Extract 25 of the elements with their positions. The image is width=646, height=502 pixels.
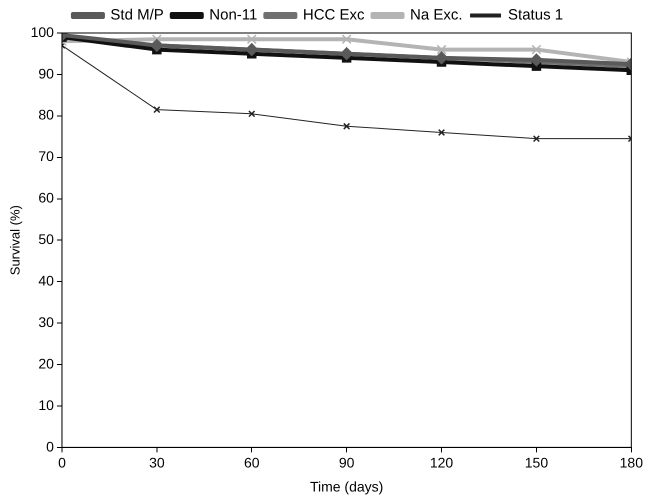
y-tick-label: 70 <box>38 148 54 164</box>
legend-label: Std M/P <box>110 6 164 24</box>
x-tick-label: 90 <box>338 454 355 471</box>
y-tick-label: 10 <box>38 396 54 413</box>
x-tick-label: 120 <box>430 454 454 471</box>
legend-label: Na Exc. <box>410 6 463 24</box>
y-tick-label: 40 <box>38 272 54 288</box>
y-tick-label: 90 <box>38 65 54 82</box>
y-tick-label: 50 <box>38 231 54 248</box>
legend-label: Status 1 <box>508 6 564 24</box>
y-tick-label: 30 <box>38 314 54 330</box>
y-tick-label: 100 <box>30 24 54 40</box>
y-tick-label: 20 <box>38 355 54 372</box>
y-axis-title: Survival (%) <box>7 205 22 276</box>
y-tick-label: 80 <box>38 106 54 123</box>
legend-label: Non-11 <box>209 6 258 24</box>
x-axis-title: Time (days) <box>310 478 384 494</box>
y-tick-label: 60 <box>38 190 54 206</box>
x-tick-label: 180 <box>620 454 644 471</box>
legend-label: HCC Exc <box>302 6 366 24</box>
x-tick-label: 0 <box>58 454 66 471</box>
y-tick-label: 0 <box>46 438 54 454</box>
x-tick-label: 150 <box>524 454 548 471</box>
x-tick-label: 60 <box>244 454 260 471</box>
x-tick-label: 30 <box>149 454 165 471</box>
